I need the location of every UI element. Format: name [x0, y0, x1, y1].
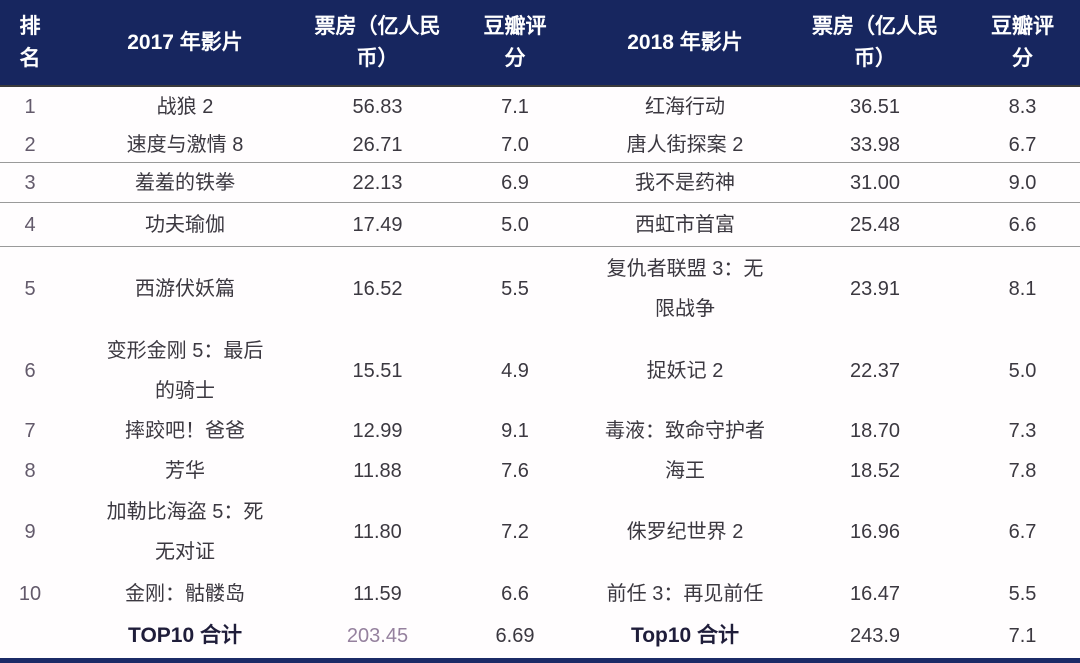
rank-cell: 9 — [24, 521, 36, 543]
douban-2018-cell: 5.5 — [1008, 583, 1037, 605]
total-douban-2018: 7.1 — [1008, 625, 1037, 647]
rank-cell: 3 — [24, 172, 36, 194]
rank-cell: 7 — [24, 420, 36, 442]
douban-2017-cell: 6.9 — [501, 172, 529, 194]
boxoffice-2017-cell: 15.51 — [352, 360, 403, 382]
film-2017-cell: 西游伏妖篇 — [135, 278, 235, 300]
douban-2017-cell: 4.9 — [501, 360, 529, 382]
table-row: 1 战狼 2 56.83 7.1 红海行动 36.51 8.3 — [0, 87, 1080, 125]
film-2018-cell: 前任 3：再见前任 — [606, 583, 764, 605]
rank-cell: 5 — [24, 278, 36, 300]
rank-cell: 4 — [24, 213, 36, 236]
film-2017-cell: 加勒比海盗 5：死 无对证 — [106, 501, 264, 563]
total-douban-2017: 6.69 — [495, 625, 535, 647]
header-douban-2017: 豆瓣评 分 — [483, 14, 547, 70]
douban-2017-cell: 7.0 — [501, 134, 529, 156]
boxoffice-2018-cell: 22.37 — [849, 360, 901, 382]
boxoffice-2018-cell: 36.51 — [849, 96, 901, 118]
boxoffice-2018-cell: 33.98 — [849, 134, 901, 156]
film-2018-cell: 我不是药神 — [635, 172, 735, 194]
rank-cell: 8 — [24, 460, 36, 482]
header-douban-2018: 豆瓣评 分 — [991, 14, 1054, 70]
rank-cell: 6 — [24, 360, 36, 382]
table-row: 4 功夫瑜伽 17.49 5.0 西虹市首富 25.48 6.6 — [0, 203, 1080, 247]
rank-cell: 2 — [24, 134, 36, 156]
douban-2017-cell: 9.1 — [501, 420, 529, 442]
table-row: 10 金刚：骷髅岛 11.59 6.6 前任 3：再见前任 16.47 5.5 — [0, 573, 1080, 615]
header-boxoffice-2017: 票房（亿人民 币） — [314, 14, 441, 70]
douban-2018-cell: 7.8 — [1008, 460, 1037, 482]
rank-cell-empty — [0, 615, 60, 657]
film-2018-cell: 捉妖记 2 — [646, 360, 724, 382]
douban-2017-cell: 5.0 — [501, 213, 529, 236]
header-film-2018: 2018 年影片 — [627, 30, 743, 54]
total-label-2018: Top10 合计 — [630, 624, 740, 647]
film-2017-cell: 战狼 2 — [156, 96, 214, 118]
table-bottom-border — [0, 658, 1080, 663]
total-boxoffice-2018: 243.9 — [849, 625, 901, 647]
film-2017-cell: 速度与激情 8 — [126, 134, 244, 156]
table-row: 5 西游伏妖篇 16.52 5.5 复仇者联盟 3：无 限战争 23.91 8.… — [0, 247, 1080, 331]
header-film-2017: 2017 年影片 — [127, 30, 243, 54]
film-2018-cell: 西虹市首富 — [635, 213, 735, 236]
boxoffice-2017-cell: 22.13 — [352, 172, 403, 194]
boxoffice-2018-cell: 18.52 — [849, 460, 901, 482]
table-row: 8 芳华 11.88 7.6 海王 18.52 7.8 — [0, 451, 1080, 491]
boxoffice-2017-cell: 16.52 — [352, 278, 403, 300]
boxoffice-2018-cell: 23.91 — [849, 278, 901, 300]
film-2017-cell: 功夫瑜伽 — [145, 213, 225, 236]
header-rank: 排 名 — [19, 14, 41, 70]
boxoffice-2017-cell: 12.99 — [352, 420, 403, 442]
douban-2017-cell: 7.2 — [501, 521, 529, 543]
boxoffice-2018-cell: 31.00 — [849, 172, 901, 194]
douban-2017-cell: 6.6 — [501, 583, 529, 605]
total-label-2017: TOP10 合计 — [128, 624, 242, 647]
table-header-row: 排 名 2017 年影片 票房（亿人民 币） 豆瓣评 分 2018 年影片 票房… — [0, 0, 1080, 87]
douban-2018-cell: 5.0 — [1008, 360, 1037, 382]
douban-2017-cell: 5.5 — [501, 278, 529, 300]
douban-2018-cell: 7.3 — [1008, 420, 1037, 442]
film-2017-cell: 金刚：骷髅岛 — [125, 583, 245, 605]
film-2017-cell: 羞羞的铁拳 — [135, 172, 235, 194]
film-2017-cell: 变形金刚 5：最后 的骑士 — [106, 340, 264, 402]
douban-2017-cell: 7.1 — [501, 96, 529, 118]
douban-2018-cell: 8.3 — [1008, 96, 1037, 118]
rank-cell: 10 — [18, 583, 42, 605]
rank-cell: 1 — [24, 96, 36, 118]
table-total-row: TOP10 合计 203.45 6.69 Top10 合计 243.9 7.1 — [0, 615, 1080, 657]
table-row: 2 速度与激情 8 26.71 7.0 唐人街探案 2 33.98 6.7 — [0, 125, 1080, 163]
boxoffice-2018-cell: 25.48 — [849, 213, 901, 236]
boxoffice-2017-cell: 17.49 — [352, 213, 403, 236]
boxoffice-2017-cell: 11.88 — [353, 460, 402, 482]
table-row: 3 羞羞的铁拳 22.13 6.9 我不是药神 31.00 9.0 — [0, 163, 1080, 203]
table-row: 6 变形金刚 5：最后 的骑士 15.51 4.9 捉妖记 2 22.37 5.… — [0, 331, 1080, 411]
douban-2017-cell: 7.6 — [501, 460, 529, 482]
header-boxoffice-2018: 票房（亿人民 币） — [812, 14, 938, 70]
total-boxoffice-2017: 203.45 — [346, 625, 409, 647]
film-2018-cell: 红海行动 — [645, 96, 725, 118]
boxoffice-2017-cell: 26.71 — [352, 134, 403, 156]
boxoffice-2017-cell: 11.59 — [353, 583, 402, 605]
boxoffice-2017-cell: 11.80 — [353, 521, 402, 543]
douban-2018-cell: 6.6 — [1008, 213, 1037, 236]
film-2018-cell: 侏罗纪世界 2 — [626, 521, 744, 543]
film-2018-cell: 毒液：致命守护者 — [605, 420, 765, 442]
boxoffice-2018-cell: 16.47 — [849, 583, 901, 605]
douban-2018-cell: 8.1 — [1008, 278, 1037, 300]
table-row: 7 摔跤吧！爸爸 12.99 9.1 毒液：致命守护者 18.70 7.3 — [0, 411, 1080, 451]
douban-2018-cell: 9.0 — [1008, 172, 1037, 194]
douban-2018-cell: 6.7 — [1008, 134, 1037, 156]
film-2017-cell: 芳华 — [165, 460, 205, 482]
film-2018-cell: 复仇者联盟 3：无 限战争 — [606, 258, 764, 320]
boxoffice-2018-cell: 18.70 — [849, 420, 901, 442]
boxoffice-2018-cell: 16.96 — [849, 521, 901, 543]
film-2017-cell: 摔跤吧！爸爸 — [125, 420, 245, 442]
boxoffice-2017-cell: 56.83 — [352, 96, 403, 118]
film-2018-cell: 唐人街探案 2 — [626, 134, 744, 156]
table-row: 9 加勒比海盗 5：死 无对证 11.80 7.2 侏罗纪世界 2 16.96 … — [0, 491, 1080, 573]
douban-2018-cell: 6.7 — [1008, 521, 1037, 543]
film-2018-cell: 海王 — [665, 460, 705, 482]
